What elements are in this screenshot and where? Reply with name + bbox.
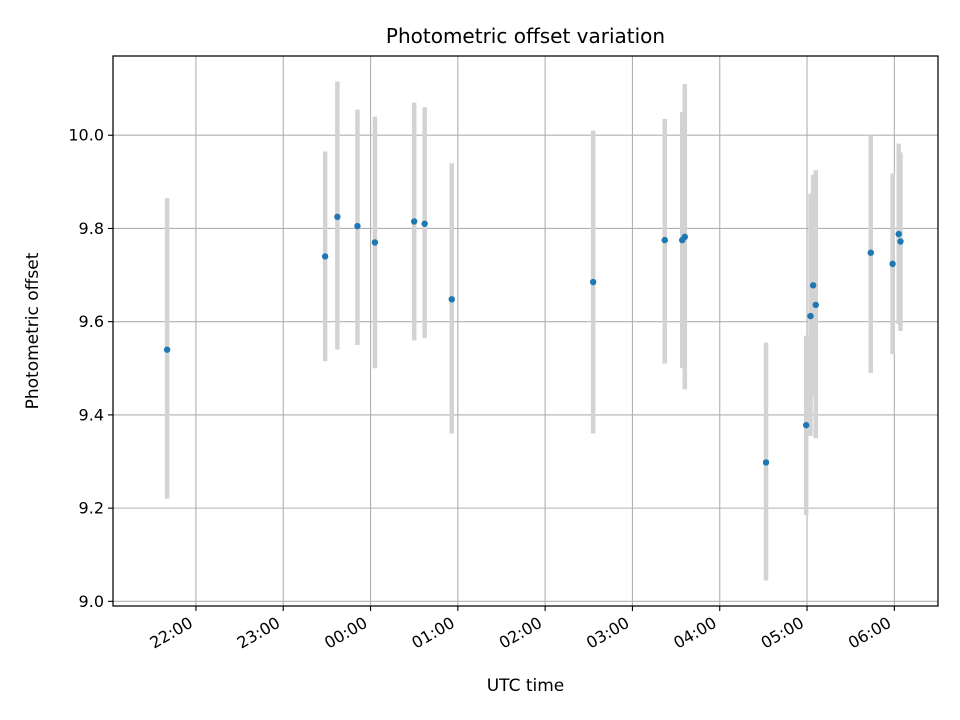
data-point [867, 249, 874, 256]
y-axis-label: Photometric offset [23, 252, 43, 409]
chart-title: Photometric offset variation [386, 24, 665, 48]
data-point [681, 233, 689, 241]
x-tick-label: 01:00 [408, 613, 457, 653]
x-tick-label: 06:00 [845, 613, 894, 653]
data-point [354, 222, 361, 230]
y-tick-label: 9.4 [79, 405, 104, 424]
x-tick-label: 00:00 [321, 613, 370, 653]
data-point [661, 236, 668, 244]
x-tick-label: 04:00 [670, 613, 719, 653]
data-point [410, 218, 418, 225]
data-point [807, 312, 814, 320]
data-point [889, 260, 896, 268]
x-tick-label: 23:00 [234, 613, 283, 653]
y-tick-label: 9.2 [79, 499, 104, 518]
data-point [371, 239, 379, 246]
data-points [163, 213, 904, 466]
error-bars [164, 81, 903, 581]
data-point [812, 301, 819, 309]
x-tick-label: 05:00 [758, 613, 807, 653]
data-point [334, 213, 341, 221]
data-point [809, 282, 817, 289]
plot-frame [112, 55, 939, 607]
y-tick-label: 10.0 [68, 126, 104, 145]
x-axis-label: UTC time [487, 676, 565, 696]
y-tick-label: 9.8 [79, 219, 104, 238]
data-point [163, 346, 171, 353]
data-point [448, 296, 455, 303]
x-axis-ticks: 22:00 23:00 00:00 01:00 02:00 03:00 04:00 05:00… [147, 606, 895, 653]
data-point [762, 459, 770, 466]
data-point [321, 253, 329, 260]
y-tick-label: 9.0 [79, 592, 104, 611]
data-point [897, 238, 904, 245]
y-axis-ticks: 9.0 9.2 9.4 9.6 9.8 10.0 [68, 126, 113, 611]
x-tick-label: 03:00 [583, 613, 632, 653]
x-tick-label: 02:00 [496, 613, 545, 653]
data-point [802, 421, 810, 429]
data-point [421, 220, 428, 227]
data-point [895, 230, 902, 238]
x-tick-label: 22:00 [147, 613, 196, 653]
grid [113, 56, 938, 606]
y-tick-label: 9.6 [79, 312, 104, 331]
data-point [589, 278, 597, 286]
